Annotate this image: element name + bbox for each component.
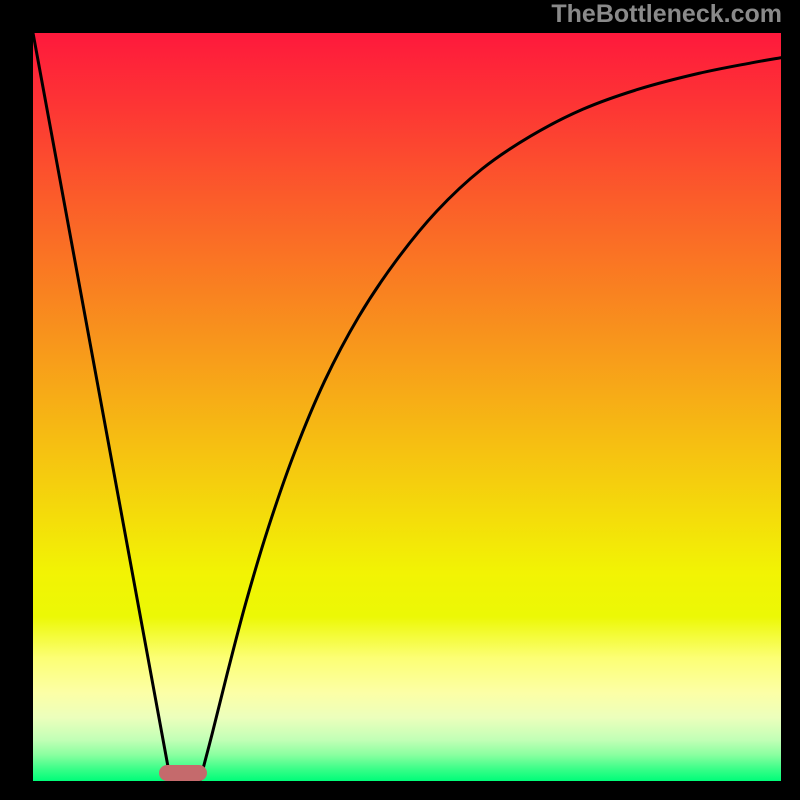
right-asymptotic-curve xyxy=(200,58,781,781)
watermark-text: TheBottleneck.com xyxy=(551,0,782,29)
plot-area xyxy=(33,33,781,781)
left-descent-line xyxy=(33,33,171,781)
curve-layer xyxy=(33,33,781,781)
bottleneck-marker xyxy=(159,765,207,781)
